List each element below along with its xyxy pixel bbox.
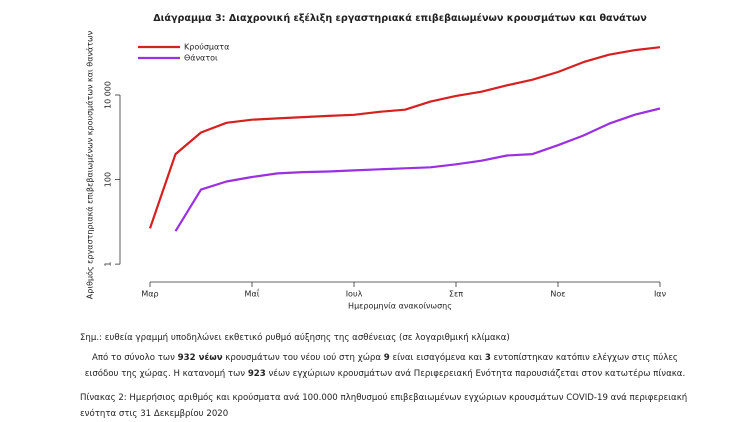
- text-run: 932 νέων: [177, 353, 223, 363]
- text-run: εντοπίστηκαν κατόπιν ελέγχων στις πύλες …: [84, 353, 678, 379]
- text-run: 3: [484, 353, 491, 363]
- y-tick-label: 1: [104, 262, 113, 267]
- text-run: νέων εγχώριων κρουσμάτων ανά Περιφερειακ…: [265, 369, 686, 379]
- chart-title: Διάγραμμα 3: Διαχρονική εξέλιξη εργαστηρ…: [153, 12, 647, 24]
- data-line: [148, 46, 661, 229]
- x-tick-label: Ιουλ: [346, 290, 363, 299]
- y-tick-label: 100: [104, 172, 113, 187]
- x-tick-label: Μαΐ: [245, 288, 260, 299]
- text-run: είναι εισαγόμενα και: [389, 353, 485, 363]
- x-tick-label: Σεπ: [449, 290, 463, 299]
- paragraph: Από το σύνολο των 932 νέων κρουσμάτων το…: [80, 350, 690, 382]
- text-run: Από το σύνολο των: [92, 353, 178, 363]
- x-axis-label: Ημερομηνία ανακοίνωσης: [348, 302, 452, 311]
- x-tick-label: Ιαν: [654, 290, 667, 299]
- text-run: 9: [383, 353, 390, 363]
- y-axis-label: Αριθμός εργαστηριακά επιβεβαιωμένων κρου…: [85, 30, 95, 299]
- text-run: κρουσμάτων του νέου ιού στη χώρα: [222, 353, 384, 363]
- data-line: [174, 107, 661, 232]
- legend-label: Κρούσματα: [184, 42, 229, 52]
- table-caption: Πίνακας 2: Ημερήσιος αριθμός και κρούσμα…: [80, 393, 688, 419]
- y-tick-label: 10 000: [104, 81, 113, 109]
- chart: Διάγραμμα 3: Διαχρονική εξέλιξη εργαστηρ…: [85, 12, 667, 311]
- text-run: 923: [247, 369, 266, 379]
- note: Σημ.: ευθεία γραμμή υποδηλώνει εκθετικό …: [80, 333, 510, 343]
- x-tick-label: Μαρ: [141, 290, 158, 299]
- legend-label: Θάνατοι: [184, 54, 218, 63]
- x-tick-label: Νοε: [550, 290, 565, 299]
